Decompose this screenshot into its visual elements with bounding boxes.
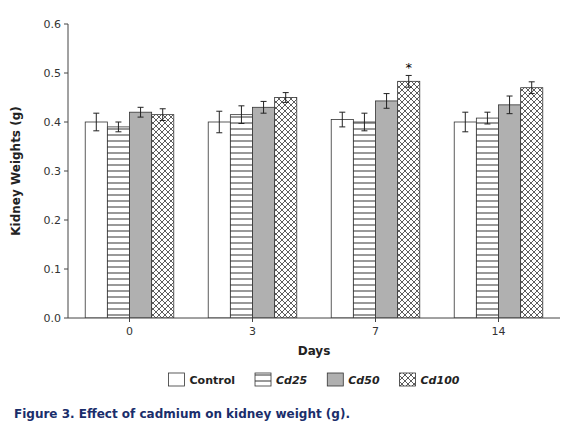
x-axis-line (68, 318, 560, 319)
error-bar (384, 94, 390, 109)
x-tick-label: 14 (492, 325, 506, 338)
page: {"chart_data": { "type": "bar", "caption… (0, 0, 577, 430)
legend-swatch (169, 373, 185, 386)
bar (230, 115, 252, 318)
x-tick (129, 318, 130, 322)
error-bar (115, 122, 121, 132)
error-bar (160, 109, 166, 121)
x-axis-label: Days (298, 344, 331, 358)
y-tick-label: 0.1 (44, 263, 62, 276)
y-tick (64, 171, 68, 172)
bar (130, 112, 152, 318)
bar (107, 127, 129, 318)
x-tick (252, 318, 253, 322)
y-tick (64, 24, 68, 25)
bar (376, 101, 398, 318)
error-bar (339, 112, 345, 127)
y-tick-label: 0.3 (44, 165, 62, 178)
y-tick (64, 269, 68, 270)
error-bar (484, 112, 490, 124)
chart: * 0.0 0.1 0.2 0.3 0.4 0.5 0.6 0 3 7 14 Days Kidney We… (0, 0, 577, 430)
y-tick-label: 0.0 (44, 312, 62, 325)
error-bar (529, 82, 535, 94)
x-tick-label: 7 (372, 325, 379, 338)
legend-label: Cd50 (348, 374, 380, 387)
legend-label: Control (190, 374, 235, 387)
error-bar (462, 112, 468, 132)
legend-swatch (400, 373, 416, 386)
bar (499, 105, 521, 318)
legend-label: Cd100 (421, 374, 460, 387)
error-bar (238, 106, 244, 124)
y-tick (64, 318, 68, 319)
bar (476, 118, 498, 318)
y-tick-label: 0.2 (44, 214, 62, 227)
annotation: * (405, 60, 412, 75)
legend: Control Cd25 Cd50 Cd100 (169, 373, 460, 387)
y-tick (64, 122, 68, 123)
bar (521, 88, 543, 318)
x-tick-label: 3 (249, 325, 256, 338)
axes: 0.0 0.1 0.2 0.3 0.4 0.5 0.6 0 3 7 14 (44, 18, 561, 338)
bar (353, 122, 375, 318)
bar (331, 120, 353, 318)
bar-series (152, 75, 543, 318)
x-tick (498, 318, 499, 322)
y-tick-label: 0.4 (44, 116, 62, 129)
error-bar (138, 107, 144, 117)
error-bar (283, 93, 289, 103)
y-axis-label: Kidney Weights (g) (9, 106, 23, 236)
legend-swatch (255, 373, 271, 386)
bar-series (130, 94, 521, 318)
bar (398, 81, 420, 318)
caption: Figure 3. Effect of cadmium on kidney we… (14, 407, 350, 421)
y-tick (64, 73, 68, 74)
error-bar (406, 75, 412, 87)
bar (152, 115, 174, 318)
error-bar (93, 113, 99, 131)
bar (253, 107, 275, 318)
legend-label: Cd25 (276, 374, 308, 387)
bar (85, 122, 107, 318)
bar (208, 122, 230, 318)
error-bar (216, 111, 222, 133)
error-bar (507, 96, 513, 114)
bar-series (107, 106, 498, 318)
bar (275, 98, 297, 319)
x-tick-label: 0 (126, 325, 133, 338)
legend-swatch (327, 373, 343, 386)
x-tick (375, 318, 376, 322)
y-tick-label: 0.5 (44, 67, 62, 80)
y-tick-label: 0.6 (44, 18, 62, 31)
bar (454, 122, 476, 318)
error-bar (361, 113, 367, 131)
plot-area (85, 75, 543, 318)
y-tick (64, 220, 68, 221)
error-bar (261, 101, 267, 113)
